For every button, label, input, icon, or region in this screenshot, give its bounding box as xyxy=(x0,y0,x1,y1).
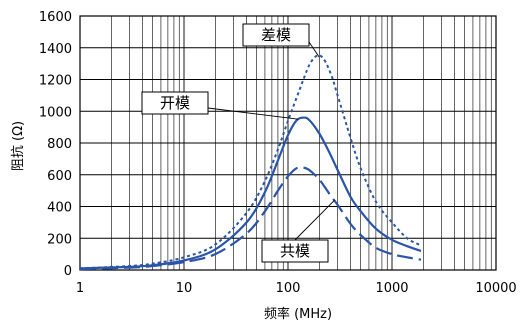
y-tick-label: 0 xyxy=(64,264,72,279)
y-tick-label: 800 xyxy=(47,137,72,152)
y-tick-labels: 0 200 400 600 800 1000 1200 1400 1600 xyxy=(39,10,72,279)
y-tick-label: 200 xyxy=(47,232,72,247)
annotation-leader-3 xyxy=(294,199,335,241)
y-tick-label: 600 xyxy=(47,169,72,184)
y-axis-label: 阻抗 (Ω) xyxy=(11,121,26,171)
x-tick-label: 10 xyxy=(176,281,193,296)
x-tick-label: 100 xyxy=(276,281,301,296)
annotation-leaders xyxy=(207,41,335,241)
x-tick-label: 1000 xyxy=(375,281,408,296)
annotation-open-mode: 开模 xyxy=(141,91,209,115)
plot-frame xyxy=(79,15,497,271)
annotation-common-mode: 共模 xyxy=(261,239,329,263)
y-tick-label: 1600 xyxy=(39,10,72,25)
annotation-leader-1 xyxy=(308,41,320,58)
y-tick-label: 1000 xyxy=(39,105,72,120)
x-tick-labels: 1 10 100 1000 10000 xyxy=(76,281,517,296)
x-tick-label: 10000 xyxy=(475,281,516,296)
y-tick-label: 1400 xyxy=(39,42,72,57)
annotation-common-mode-label: 共模 xyxy=(280,242,310,260)
x-axis-label: 频率 (MHz) xyxy=(264,306,332,322)
annotation-leader-2 xyxy=(207,107,299,120)
series-line-1 xyxy=(79,54,422,270)
series-line-3 xyxy=(79,166,422,271)
annotation-open-mode-label: 开模 xyxy=(160,94,190,112)
y-tick-label: 400 xyxy=(47,201,72,216)
x-tick-label: 1 xyxy=(76,281,84,296)
annotation-diff-mode: 差模 xyxy=(242,23,310,47)
series-layer xyxy=(79,54,422,271)
series-line-2 xyxy=(79,116,422,270)
y-tick-label: 1200 xyxy=(39,74,72,89)
annotation-diff-mode-label: 差模 xyxy=(261,26,291,44)
